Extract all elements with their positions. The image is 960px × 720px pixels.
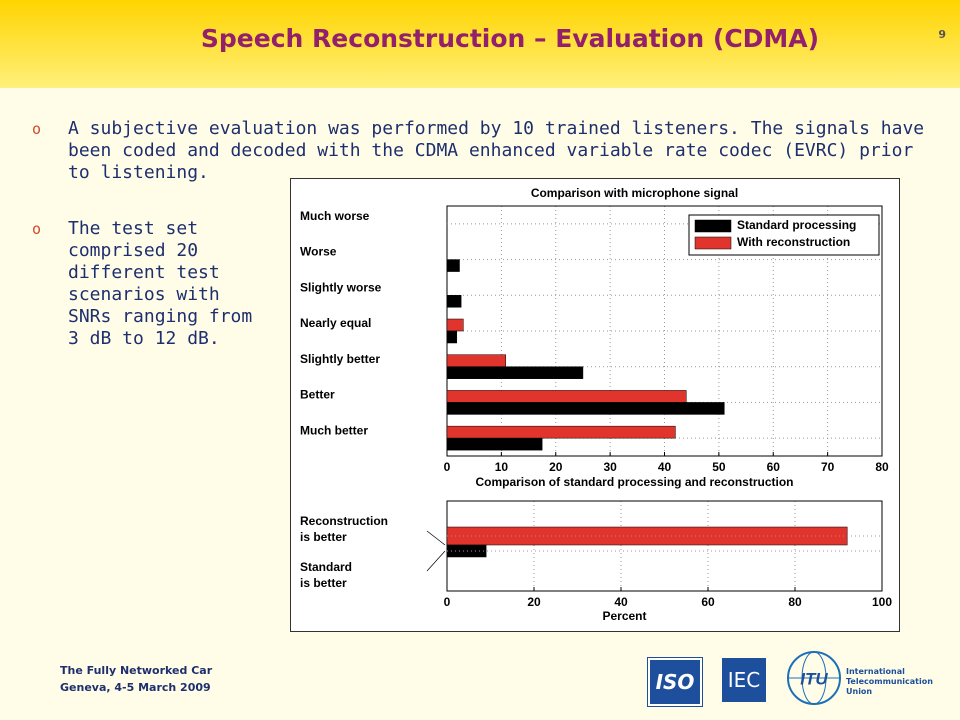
x-tick-label: 20	[527, 595, 541, 609]
x-tick-label: 60	[701, 595, 715, 609]
x-tick-label: 80	[875, 460, 889, 474]
x-tick-label: 20	[549, 460, 563, 474]
iso-logo: ISO	[648, 658, 702, 706]
x-label: Percent	[602, 609, 646, 623]
x-tick-label: 100	[872, 595, 892, 609]
header	[0, 0, 960, 88]
legend-label: With reconstruction	[737, 235, 850, 249]
legend-label: Standard processing	[737, 218, 856, 232]
y-tick-label: Reconstruction is better	[300, 514, 389, 544]
charts: Comparison with microphone signal 0 10 20 30…	[300, 186, 892, 623]
x-tick-label: 60	[767, 460, 781, 474]
y-tick-label: Worse	[300, 245, 337, 259]
itu-name-line: Telecommunication	[846, 677, 933, 686]
plot-frame	[446, 500, 883, 592]
bullet: A subjective evaluation was performed by…	[32, 118, 938, 184]
x-tick-label: 30	[603, 460, 617, 474]
y-tick-label: Slightly better	[300, 352, 380, 366]
x-tick-label: 10	[495, 460, 509, 474]
x-tick-label: 70	[821, 460, 835, 474]
page-number: 9	[938, 28, 946, 41]
bar	[446, 330, 458, 344]
x-tick-label: 40	[658, 460, 672, 474]
bullet: The test set comprised 20 different test…	[32, 218, 273, 350]
x-tick-label: 0	[444, 595, 451, 609]
bar	[446, 318, 464, 332]
bar	[446, 354, 506, 367]
chart-title: Comparison of standard processing and re…	[475, 475, 793, 489]
footer: The Fully Networked Car	[60, 664, 213, 677]
x-tick-label: 40	[614, 595, 628, 609]
bar	[446, 544, 487, 558]
bar	[446, 366, 584, 379]
footer: Geneva, 4-5 March 2009	[60, 681, 211, 694]
slide-title: Speech Reconstruction – Evaluation (CDMA…	[200, 24, 820, 53]
bar	[446, 390, 687, 403]
y-tick-label: Standard is better	[300, 560, 353, 590]
chart-title: Comparison with microphone signal	[531, 186, 738, 200]
x-tick-label: 80	[788, 595, 802, 609]
itu-name: International Telecommunication Union	[846, 667, 933, 697]
y-tick-label: Slightly worse	[300, 280, 382, 294]
itu-text: ITU	[800, 669, 828, 688]
x-tick-label: 50	[712, 460, 726, 474]
bar	[446, 425, 676, 439]
itu-globe: ITU	[787, 651, 841, 705]
pointer-line	[426, 550, 446, 572]
chart-area: Comparison with microphone signal 0 10 20 30…	[290, 178, 900, 632]
pointer-line	[426, 530, 446, 546]
itu-name-line: International	[846, 667, 905, 676]
iec-logo: IEC	[722, 658, 766, 702]
bar	[446, 402, 725, 415]
x-tick-label: 0	[444, 460, 451, 474]
y-tick-label: Much worse	[300, 209, 370, 223]
bar	[446, 259, 460, 272]
bar	[446, 295, 462, 308]
legend-swatch	[694, 219, 732, 233]
legend-swatch	[694, 236, 732, 250]
bar	[446, 437, 543, 451]
y-tick-label: Nearly equal	[300, 316, 371, 330]
itu-name-line: Union	[846, 687, 873, 696]
y-tick-label: Better	[300, 388, 335, 402]
y-tick-label: Much better	[300, 423, 368, 437]
